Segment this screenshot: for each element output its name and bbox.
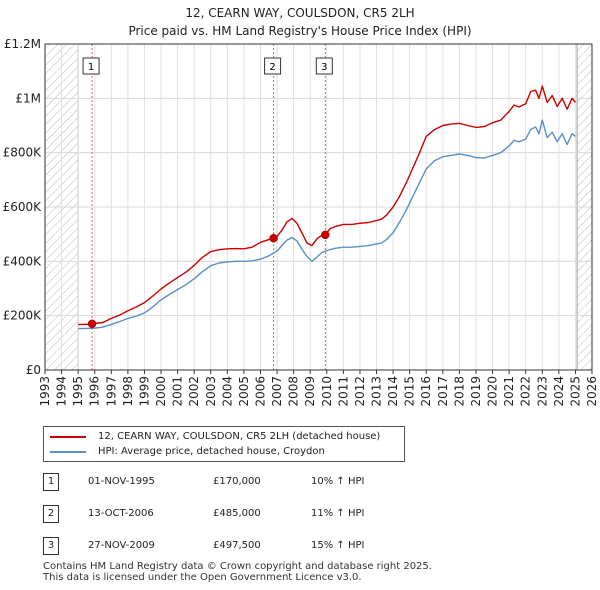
x-tick-label: 2007 — [270, 376, 284, 407]
sale-annotation-label: 3 — [321, 62, 327, 73]
x-tick-label: 2006 — [253, 376, 267, 407]
x-tick-label: 1998 — [121, 376, 135, 407]
x-tick-label: 2021 — [502, 376, 516, 407]
sale-point — [269, 233, 278, 243]
footer-copyright: Contains HM Land Registry data © Crown c… — [43, 561, 432, 572]
y-tick-label: £1M — [15, 91, 41, 105]
y-tick-label: £0 — [26, 363, 41, 377]
y-tick-label: £800K — [3, 146, 43, 160]
y-tick-label: £400K — [3, 254, 43, 268]
sale-hpi-diff: 11% ↑ HPI — [311, 508, 365, 519]
legend-swatch-hpi — [50, 451, 86, 453]
x-tick-label: 2004 — [220, 376, 234, 407]
x-tick-label: 2003 — [204, 376, 218, 407]
legend-label-property: 12, CEARN WAY, COULSDON, CR5 2LH (detach… — [98, 431, 381, 442]
sale-annotation-box — [315, 57, 333, 75]
sale-date: 01-NOV-1995 — [88, 476, 155, 487]
sale-annotation-label: 1 — [88, 62, 94, 73]
x-tick-label: 2009 — [303, 376, 317, 407]
x-tick-label: 2011 — [336, 376, 350, 407]
x-tick-label: 1999 — [137, 376, 151, 407]
x-tick-label: 2016 — [419, 376, 433, 407]
x-tick-label: 2013 — [370, 376, 384, 407]
sale-annotation-box — [82, 57, 100, 75]
footer-licence: This data is licensed under the Open Gov… — [43, 572, 362, 583]
legend-swatch-property — [50, 436, 86, 438]
sale-hpi-diff: 10% ↑ HPI — [311, 476, 365, 487]
sale-point — [87, 319, 97, 329]
sale-number: 1 — [43, 473, 59, 491]
x-tick-label: 2018 — [452, 376, 466, 407]
sale-number: 2 — [43, 505, 59, 523]
y-tick-label: £600K — [3, 200, 43, 214]
x-tick-label: 1995 — [71, 376, 85, 407]
x-tick-label: 2008 — [287, 376, 301, 407]
x-tick-label: 1997 — [104, 376, 118, 407]
x-tick-label: 1993 — [38, 376, 52, 407]
legend: 12, CEARN WAY, COULSDON, CR5 2LH (detach… — [43, 426, 405, 462]
plot-frame — [44, 43, 593, 371]
hpi-line — [78, 119, 576, 330]
x-tick-label: 1996 — [88, 376, 102, 407]
x-tick-label: 2025 — [568, 376, 582, 407]
x-tick-label: 2019 — [469, 376, 483, 407]
sale-annotation-box — [264, 57, 282, 75]
sale-date: 27-NOV-2009 — [88, 540, 155, 551]
x-tick-label: 2023 — [535, 376, 549, 407]
sale-number: 3 — [43, 537, 59, 555]
x-tick-label: 2017 — [436, 376, 450, 407]
x-tick-label: 2015 — [403, 376, 417, 407]
y-tick-label: £200K — [3, 309, 43, 323]
x-tick-label: 2022 — [519, 376, 533, 407]
x-tick-label: 2010 — [320, 376, 334, 407]
x-tick-label: 2001 — [171, 376, 185, 407]
price-chart: 12, CEARN WAY, COULSDON, CR5 2LH Price p… — [3, 6, 599, 407]
y-tick-label: £1.2M — [4, 37, 41, 51]
x-tick-label: 2002 — [187, 376, 201, 407]
x-tick-label: 2005 — [237, 376, 251, 407]
x-tick-label: 2014 — [386, 376, 400, 407]
chart-title: 12, CEARN WAY, COULSDON, CR5 2LH — [185, 6, 414, 20]
x-tick-label: 1994 — [55, 376, 69, 407]
chart-subtitle: Price paid vs. HM Land Registry's House … — [128, 24, 471, 38]
sale-price: £485,000 — [213, 508, 261, 519]
x-tick-label: 2012 — [353, 376, 367, 407]
x-tick-label: 2020 — [486, 376, 500, 407]
x-tick-label: 2000 — [154, 376, 168, 407]
sale-price: £170,000 — [213, 476, 261, 487]
sale-point — [321, 230, 330, 240]
x-tick-label: 2024 — [552, 376, 566, 407]
sale-date: 13-OCT-2006 — [88, 508, 154, 519]
sale-price: £497,500 — [213, 540, 261, 551]
property-price-line — [78, 85, 576, 326]
sale-hpi-diff: 15% ↑ HPI — [311, 540, 365, 551]
sale-annotation-label: 2 — [269, 62, 275, 73]
x-tick-label: 2026 — [585, 376, 599, 407]
legend-label-hpi: HPI: Average price, detached house, Croy… — [98, 446, 325, 457]
